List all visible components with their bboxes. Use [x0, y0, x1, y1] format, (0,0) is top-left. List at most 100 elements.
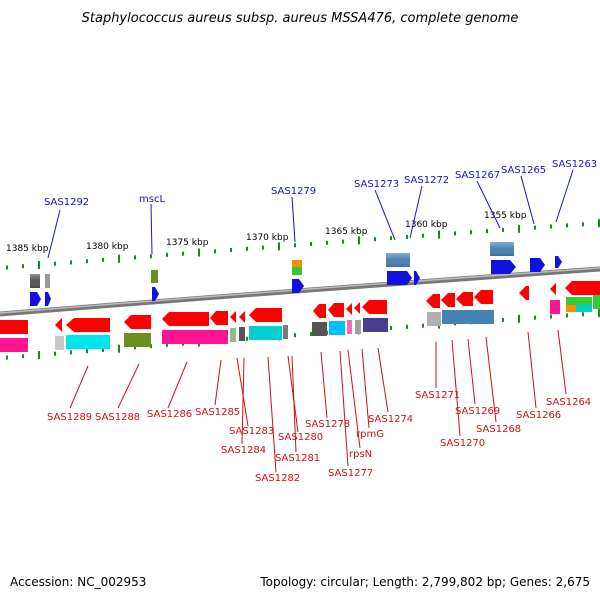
cds-feature[interactable] — [66, 335, 110, 349]
scale-tick — [150, 254, 152, 259]
gene-feature[interactable] — [210, 311, 228, 325]
gene-feature[interactable] — [292, 267, 302, 275]
scale-tick — [550, 314, 552, 319]
gene-feature[interactable] — [328, 303, 344, 317]
cds-feature[interactable] — [566, 305, 576, 312]
cds-feature[interactable] — [152, 287, 159, 301]
cds-feature[interactable] — [283, 325, 288, 339]
gene-feature[interactable] — [151, 270, 158, 283]
gene-feature[interactable] — [474, 290, 493, 304]
cds-feature[interactable] — [312, 322, 327, 336]
cds-feature[interactable] — [530, 258, 545, 272]
cds-feature[interactable] — [230, 328, 236, 342]
gene-label[interactable]: SAS1272 — [404, 175, 449, 186]
gene-label[interactable]: SAS1278 — [305, 419, 350, 430]
gene-feature[interactable] — [519, 286, 529, 300]
gene-label[interactable]: SAS1264 — [546, 397, 591, 408]
scale-tick — [294, 333, 296, 338]
scale-tick — [38, 261, 40, 269]
scale-tick — [406, 234, 408, 239]
cds-feature[interactable] — [347, 320, 352, 334]
gene-label[interactable]: SAS1268 — [476, 424, 521, 435]
gene-feature[interactable] — [292, 260, 302, 267]
cds-feature[interactable] — [427, 312, 441, 326]
gene-label[interactable]: SAS1282 — [255, 473, 300, 484]
gene-feature[interactable] — [565, 281, 600, 295]
gene-label[interactable]: SAS1277 — [328, 468, 373, 479]
scale-label: 1380 kbp — [86, 242, 129, 252]
gene-label[interactable]: SAS1267 — [455, 170, 500, 181]
gene-feature[interactable] — [124, 315, 151, 329]
gene-feature[interactable] — [66, 318, 110, 332]
cds-feature[interactable] — [55, 336, 64, 350]
gene-feature[interactable] — [362, 300, 387, 314]
scale-tick — [566, 223, 568, 228]
cds-feature[interactable] — [329, 321, 345, 335]
gene-label[interactable]: SAS1292 — [44, 197, 89, 208]
gene-label[interactable]: SAS1281 — [275, 453, 320, 464]
gene-label[interactable]: SAS1284 — [221, 445, 266, 456]
cds-feature[interactable] — [292, 279, 304, 293]
gene-feature[interactable] — [426, 294, 440, 308]
gene-feature[interactable] — [354, 302, 360, 314]
gene-label[interactable]: SAS1266 — [516, 410, 561, 421]
cds-feature[interactable] — [124, 333, 151, 347]
cds-feature[interactable] — [45, 292, 51, 306]
cds-feature[interactable] — [30, 292, 41, 306]
gene-feature[interactable] — [313, 304, 326, 318]
gene-label[interactable]: SAS1280 — [278, 432, 323, 443]
cds-feature[interactable] — [0, 338, 28, 352]
scale-tick — [134, 345, 136, 350]
cds-feature[interactable] — [576, 305, 592, 312]
gene-feature[interactable] — [239, 311, 245, 323]
gene-feature[interactable] — [230, 311, 236, 323]
gene-label[interactable]: SAS1265 — [501, 165, 546, 176]
gene-feature[interactable] — [550, 283, 556, 295]
cds-feature[interactable] — [162, 330, 228, 344]
cds-feature[interactable] — [239, 327, 245, 341]
scale-tick — [214, 249, 216, 254]
gene-feature[interactable] — [55, 318, 62, 332]
gene-label[interactable]: rpsN — [349, 449, 372, 460]
gene-feature[interactable] — [162, 312, 209, 326]
map-title: Staphylococcus aureus subsp. aureus MSSA… — [82, 11, 519, 26]
gene-feature[interactable] — [249, 308, 282, 322]
gene-label[interactable]: SAS1269 — [455, 406, 500, 417]
gene-label[interactable]: SAS1286 — [147, 409, 192, 420]
gene-label[interactable]: rpmG — [356, 429, 384, 440]
gene-feature[interactable] — [0, 320, 28, 334]
scale-label: 1385 kbp — [6, 244, 49, 254]
scale-tick — [390, 326, 392, 331]
gene-feature[interactable] — [346, 303, 352, 315]
gene-label[interactable]: SAS1283 — [229, 426, 274, 437]
gene-label[interactable]: SAS1263 — [552, 159, 597, 170]
cds-feature[interactable] — [387, 271, 412, 285]
gene-label[interactable]: mscL — [139, 194, 165, 205]
cds-feature[interactable] — [414, 271, 420, 285]
cds-feature[interactable] — [566, 297, 592, 305]
gene-label[interactable]: SAS1279 — [271, 186, 316, 197]
gene-feature[interactable] — [45, 274, 50, 288]
gene-label[interactable]: SAS1273 — [354, 179, 399, 190]
scale-tick — [598, 219, 600, 228]
cds-feature[interactable] — [550, 300, 560, 314]
cds-feature[interactable] — [249, 326, 282, 340]
gene-label[interactable]: SAS1289 — [47, 412, 92, 423]
cds-feature[interactable] — [555, 256, 562, 268]
gene-label[interactable]: SAS1271 — [415, 390, 460, 401]
cds-feature[interactable] — [363, 318, 388, 332]
cds-feature[interactable] — [442, 310, 494, 324]
scale-tick — [246, 336, 248, 341]
scale-tick — [422, 233, 424, 238]
gene-feature[interactable] — [456, 292, 473, 306]
gene-label[interactable]: SAS1270 — [440, 438, 485, 449]
cds-feature[interactable] — [491, 260, 516, 274]
cds-feature[interactable] — [355, 320, 361, 334]
gene-feature[interactable] — [441, 293, 455, 307]
scale-tick — [582, 222, 584, 227]
cds-feature[interactable] — [593, 295, 600, 309]
scale-tick — [598, 309, 600, 318]
gene-label[interactable]: SAS1274 — [368, 414, 413, 425]
gene-label[interactable]: SAS1288 — [95, 412, 140, 423]
gene-label[interactable]: SAS1285 — [195, 407, 240, 418]
